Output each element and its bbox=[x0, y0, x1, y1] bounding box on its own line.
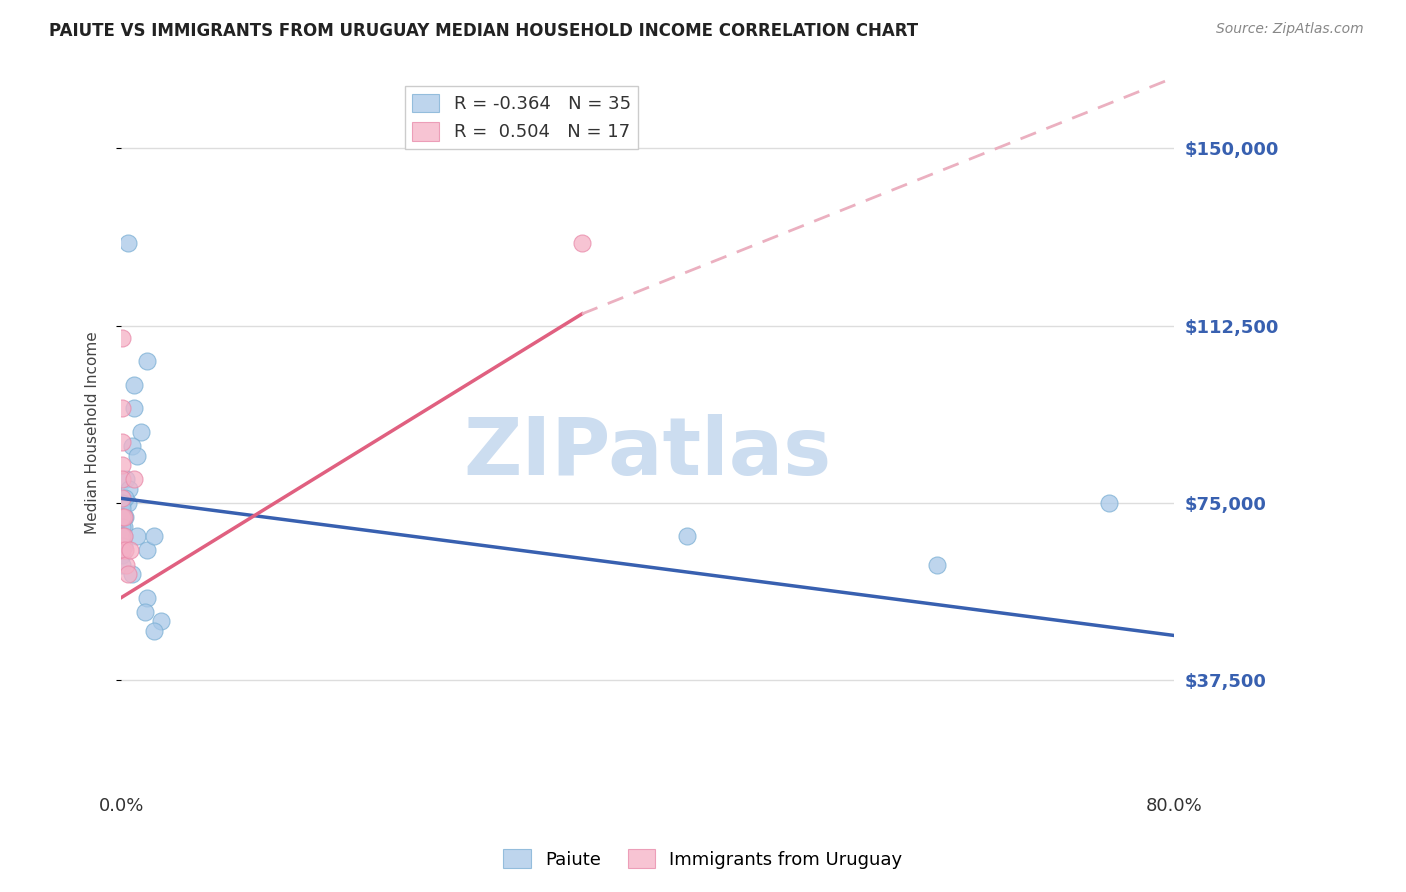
Point bbox=[114, 510, 136, 524]
Point bbox=[112, 529, 135, 543]
Point bbox=[111, 519, 134, 533]
Point bbox=[112, 539, 135, 553]
Point bbox=[115, 472, 138, 486]
Point bbox=[121, 567, 143, 582]
Point bbox=[112, 529, 135, 543]
Point bbox=[112, 510, 135, 524]
Point bbox=[124, 401, 146, 416]
Point bbox=[114, 491, 136, 506]
Point bbox=[129, 425, 152, 439]
Point bbox=[1097, 496, 1119, 510]
Point bbox=[125, 529, 148, 543]
Point bbox=[124, 472, 146, 486]
Text: Source: ZipAtlas.com: Source: ZipAtlas.com bbox=[1216, 22, 1364, 37]
Point bbox=[120, 543, 142, 558]
Point bbox=[136, 543, 159, 558]
Point bbox=[111, 548, 134, 562]
Point bbox=[111, 491, 134, 506]
Text: PAIUTE VS IMMIGRANTS FROM URUGUAY MEDIAN HOUSEHOLD INCOME CORRELATION CHART: PAIUTE VS IMMIGRANTS FROM URUGUAY MEDIAN… bbox=[49, 22, 918, 40]
Point bbox=[143, 624, 166, 638]
Point bbox=[134, 605, 156, 619]
Point bbox=[149, 615, 172, 629]
Point bbox=[111, 510, 134, 524]
Point bbox=[111, 496, 134, 510]
Point bbox=[115, 558, 138, 572]
Point bbox=[571, 235, 593, 250]
Legend: Paiute, Immigrants from Uruguay: Paiute, Immigrants from Uruguay bbox=[496, 842, 910, 876]
Y-axis label: Median Household Income: Median Household Income bbox=[86, 331, 100, 533]
Point bbox=[118, 482, 141, 496]
Text: ZIPatlas: ZIPatlas bbox=[464, 415, 832, 492]
Point bbox=[111, 529, 134, 543]
Point bbox=[927, 558, 949, 572]
Point bbox=[136, 354, 159, 368]
Point bbox=[114, 543, 136, 558]
Point bbox=[125, 449, 148, 463]
Point bbox=[117, 235, 139, 250]
Point bbox=[136, 591, 159, 605]
Point bbox=[111, 558, 134, 572]
Legend: R = -0.364   N = 35, R =  0.504   N = 17: R = -0.364 N = 35, R = 0.504 N = 17 bbox=[405, 87, 638, 149]
Point bbox=[112, 510, 135, 524]
Point bbox=[111, 472, 134, 486]
Point bbox=[117, 496, 139, 510]
Point bbox=[111, 510, 134, 524]
Point bbox=[111, 330, 134, 344]
Point bbox=[111, 434, 134, 449]
Point bbox=[111, 529, 134, 543]
Point bbox=[117, 567, 139, 582]
Point bbox=[143, 529, 166, 543]
Point bbox=[112, 519, 135, 533]
Point bbox=[111, 458, 134, 473]
Point bbox=[124, 377, 146, 392]
Point bbox=[676, 529, 699, 543]
Point bbox=[111, 500, 134, 515]
Point bbox=[121, 439, 143, 453]
Point bbox=[111, 401, 134, 416]
Point bbox=[111, 543, 134, 558]
Point bbox=[111, 539, 134, 553]
